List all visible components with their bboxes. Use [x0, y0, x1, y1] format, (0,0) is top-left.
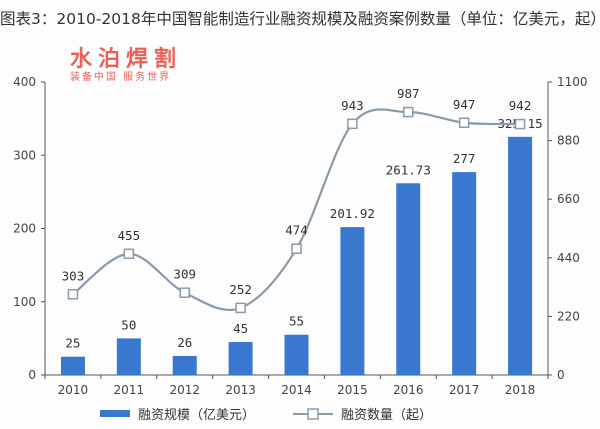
bar [228, 342, 253, 375]
legend: 融资规模（亿美元） 融资数量（起） [100, 404, 432, 423]
bar [60, 356, 85, 375]
bar-data-label: 50 [121, 317, 136, 332]
line-data-label: 303 [62, 268, 85, 283]
x-tick-label: 2015 [337, 383, 368, 397]
bar [396, 183, 421, 375]
x-tick-label: 2012 [169, 383, 200, 397]
bar-data-label: 277 [453, 151, 476, 166]
legend-line-swatch [293, 407, 334, 420]
line-marker [458, 117, 470, 129]
right-tick-label: 1100 [557, 75, 588, 89]
bar [452, 172, 477, 375]
line-marker [235, 302, 246, 314]
line-data-label: 252 [229, 282, 252, 297]
bar-data-label: 201.92 [330, 206, 375, 221]
bar [508, 136, 533, 375]
line-data-label: 987 [397, 86, 420, 101]
left-tick-label: 200 [13, 222, 36, 236]
right-tick-label: 660 [557, 192, 580, 206]
line-data-label: 474 [285, 223, 308, 238]
line-marker [403, 106, 414, 118]
right-tick-label: 0 [557, 368, 565, 382]
left-tick-label: 400 [13, 75, 36, 89]
x-tick-label: 2017 [449, 383, 480, 397]
line-marker [179, 287, 190, 298]
left-tick-label: 300 [13, 148, 36, 162]
bar [340, 227, 365, 375]
x-tick-label: 2010 [58, 383, 89, 397]
watermark-slogan: 装备中国 服务世界 [70, 72, 172, 84]
line-marker [291, 243, 302, 254]
line-data-label: 309 [173, 267, 196, 282]
left-tick-label: 100 [13, 295, 36, 309]
bar-data-label: 45 [233, 321, 248, 336]
right-tick-label: 880 [557, 134, 580, 148]
line-marker [347, 118, 358, 130]
chart-title: 图表3：2010-2018年中国智能制造行业融资规模及融资案例数量（单位：亿美元… [0, 10, 600, 28]
bar-data-label: 261.73 [386, 162, 431, 177]
x-tick-label: 2011 [114, 383, 145, 397]
line-data-label: 947 [453, 97, 476, 112]
line-data-label: 942 [509, 98, 532, 113]
legend-bar-swatch [100, 410, 130, 417]
watermark-name: 水泊焊割 [70, 47, 183, 72]
bar-data-label: 55 [289, 314, 304, 329]
right-tick-label: 220 [557, 309, 580, 323]
x-tick-label: 2013 [225, 383, 256, 397]
bar-data-label: 25 [65, 336, 80, 351]
x-tick-label: 2018 [505, 383, 536, 397]
line-data-label: 943 [341, 98, 364, 113]
bar [284, 334, 309, 375]
line-marker [123, 248, 135, 260]
right-tick-label: 440 [557, 251, 580, 265]
left-tick-label: 0 [28, 368, 36, 382]
line-marker [67, 289, 79, 300]
line-marker [514, 118, 526, 130]
legend-label-bar: 融资规模（亿美元） [138, 408, 256, 423]
x-tick-label: 2014 [281, 383, 312, 397]
bar [172, 355, 197, 375]
x-tick-label: 2016 [393, 383, 424, 397]
bar-data-label: 26 [177, 335, 192, 350]
legend-label-line: 融资数量（起） [341, 408, 433, 423]
line-data-label: 455 [118, 228, 141, 243]
bar [116, 338, 141, 375]
watermark-logo: 水泊焊割 装备中国 服务世界 [70, 47, 183, 84]
